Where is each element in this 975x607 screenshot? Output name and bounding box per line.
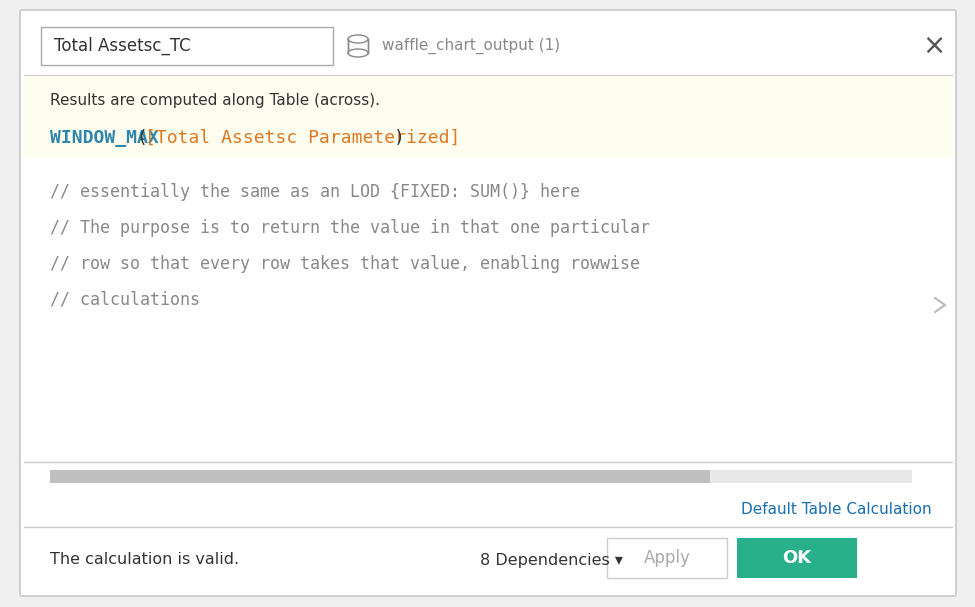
FancyBboxPatch shape [607,538,727,578]
Ellipse shape [348,35,368,43]
FancyBboxPatch shape [737,538,857,578]
Text: // calculations: // calculations [50,291,200,309]
Text: OK: OK [782,549,811,567]
Bar [348,39,368,53]
Ellipse shape [348,49,368,57]
Text: (: ( [136,129,147,147]
Text: // row so that every row takes that value, enabling rowwise: // row so that every row takes that valu… [50,255,640,273]
Text: The calculation is valid.: The calculation is valid. [50,552,239,568]
Bar [50,470,710,483]
FancyBboxPatch shape [41,27,333,65]
Text: Default Table Calculation: Default Table Calculation [741,503,932,518]
Text: [Total Assetsc Parameterized]: [Total Assetsc Parameterized] [144,129,460,147]
Bar [50,470,912,483]
FancyBboxPatch shape [20,10,956,596]
Text: Apply: Apply [644,549,690,567]
Text: Results are computed along Table (across).: Results are computed along Table (across… [50,92,380,107]
Text: ×: × [922,32,946,60]
Text: // The purpose is to return the value in that one particular: // The purpose is to return the value in… [50,219,650,237]
Text: WINDOW_MAX: WINDOW_MAX [50,129,159,147]
Text: // essentially the same as an LOD {FIXED: SUM()} here: // essentially the same as an LOD {FIXED… [50,183,580,201]
Text: waffle_chart_output (1): waffle_chart_output (1) [382,38,560,54]
Text: 8 Dependencies ▾: 8 Dependencies ▾ [480,552,623,568]
Bar [24,76,952,158]
Text: Total Assetsc_TC: Total Assetsc_TC [54,37,191,55]
Text: ): ) [394,129,405,147]
